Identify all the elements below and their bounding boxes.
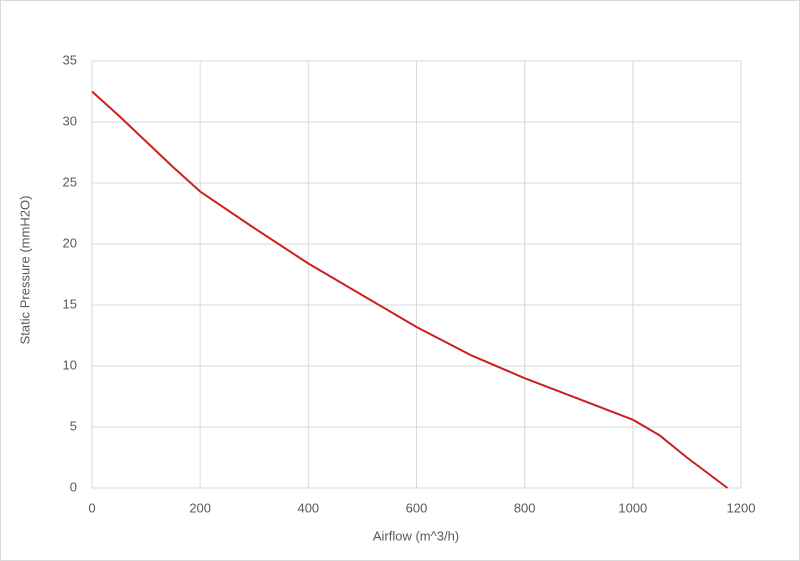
y-tick-label: 35	[63, 52, 77, 67]
y-tick-label: 25	[63, 174, 77, 189]
x-tick-label: 400	[297, 500, 319, 515]
y-tick-label: 5	[70, 418, 77, 433]
x-tick-label: 1000	[618, 500, 647, 515]
y-axis-title: Static Pressure (mmH2O)	[17, 196, 32, 345]
x-tick-label: 800	[514, 500, 536, 515]
y-tick-label: 15	[63, 296, 77, 311]
data-line	[91, 90, 729, 489]
y-tick-label: 10	[63, 357, 77, 372]
x-tick-label: 0	[88, 500, 95, 515]
y-tick-label: 20	[63, 235, 77, 250]
x-axis-title: Airflow (m^3/h)	[373, 528, 459, 543]
x-tick-label: 1200	[727, 500, 756, 515]
x-tick-label: 600	[406, 500, 428, 515]
y-tick-label: 30	[63, 113, 77, 128]
x-tick-label: 200	[189, 500, 211, 515]
y-tick-label: 0	[70, 479, 77, 494]
